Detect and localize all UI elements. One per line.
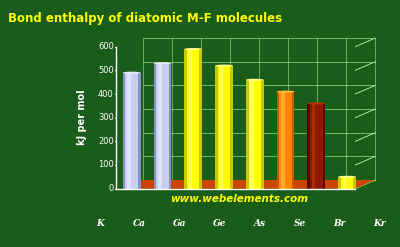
Ellipse shape [184,48,202,50]
Polygon shape [308,103,310,189]
Text: 0: 0 [108,184,114,193]
Polygon shape [218,66,230,189]
Ellipse shape [338,176,356,178]
Text: 200: 200 [98,137,114,146]
Polygon shape [189,49,192,189]
Polygon shape [261,80,264,189]
Polygon shape [220,66,223,189]
Text: 600: 600 [98,42,114,51]
Ellipse shape [215,64,233,67]
Polygon shape [184,49,187,189]
Text: www.webelements.com: www.webelements.com [170,194,308,204]
Ellipse shape [154,62,171,64]
Text: 300: 300 [98,113,114,122]
Polygon shape [343,177,346,189]
Ellipse shape [277,91,294,93]
Ellipse shape [123,72,140,74]
Ellipse shape [308,103,325,104]
Polygon shape [123,73,126,189]
Text: Kr: Kr [373,219,386,228]
Polygon shape [248,80,261,189]
Polygon shape [338,177,341,189]
Ellipse shape [246,79,264,81]
Polygon shape [353,177,356,189]
Polygon shape [230,66,233,189]
Polygon shape [246,80,248,189]
Polygon shape [124,180,375,189]
Polygon shape [310,103,322,189]
Polygon shape [169,63,171,189]
Text: As: As [254,219,266,228]
Polygon shape [312,103,316,189]
Polygon shape [138,73,140,189]
Polygon shape [322,103,325,189]
Text: 100: 100 [98,161,114,169]
Text: K: K [96,219,104,228]
Text: Bond enthalpy of diatomic M-F molecules: Bond enthalpy of diatomic M-F molecules [8,12,282,25]
Polygon shape [341,177,353,189]
Polygon shape [281,92,285,189]
Text: Se: Se [294,219,306,228]
Polygon shape [292,92,294,189]
Text: 500: 500 [98,66,114,75]
Text: Ge: Ge [213,219,226,228]
Polygon shape [156,63,169,189]
Polygon shape [215,66,218,189]
Text: kJ per mol: kJ per mol [77,90,87,145]
Polygon shape [187,49,200,189]
Polygon shape [277,92,279,189]
Polygon shape [200,49,202,189]
Polygon shape [158,63,162,189]
Text: Ca: Ca [133,219,146,228]
Polygon shape [154,63,156,189]
Polygon shape [279,92,292,189]
Polygon shape [127,73,131,189]
Text: Br: Br [334,219,346,228]
Text: Ga: Ga [173,219,186,228]
Text: 400: 400 [98,89,114,99]
Polygon shape [126,73,138,189]
Polygon shape [250,80,254,189]
